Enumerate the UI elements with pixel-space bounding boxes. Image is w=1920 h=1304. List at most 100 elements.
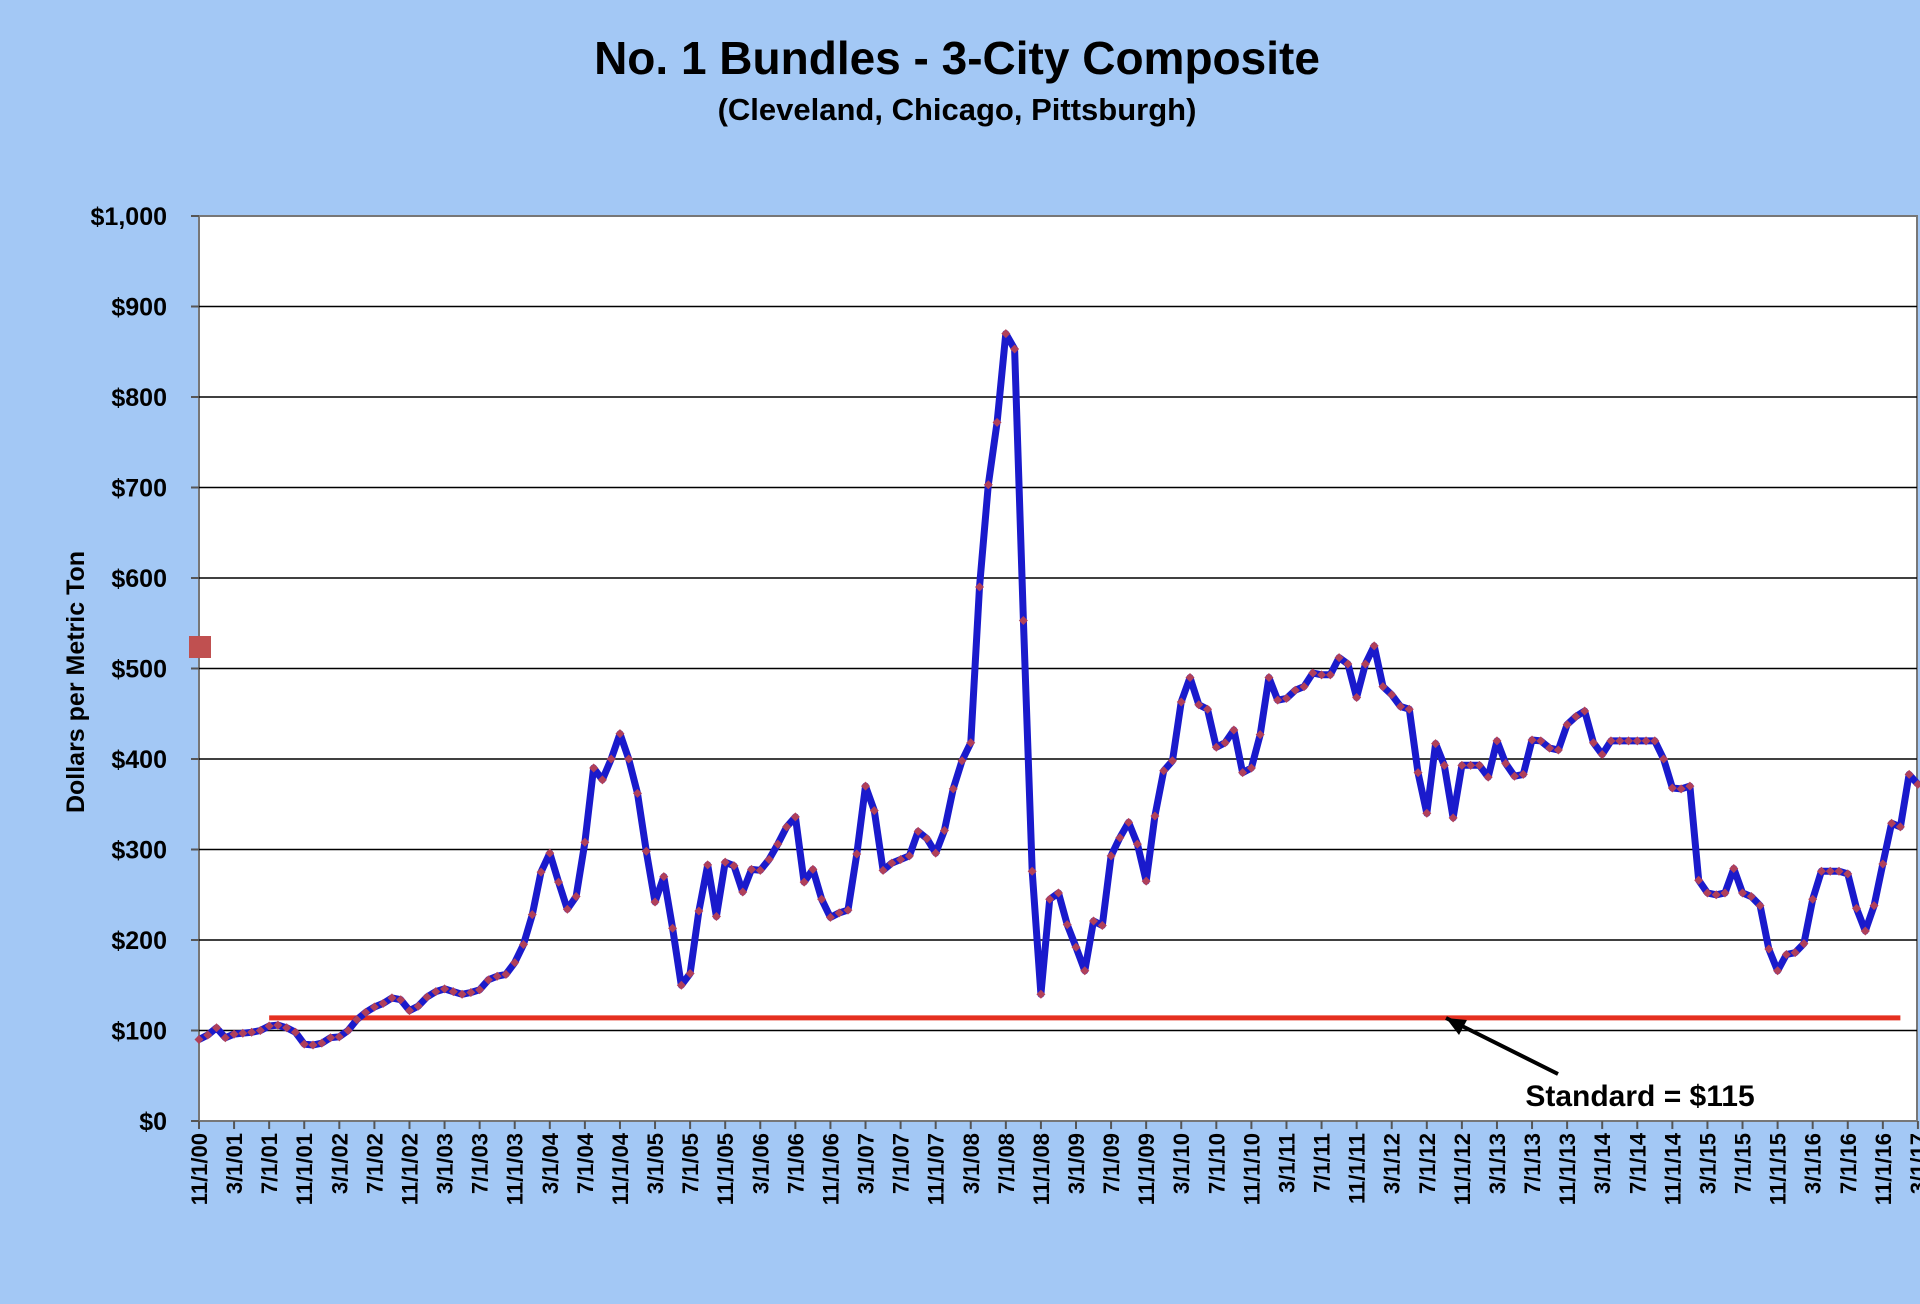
y-tick-label: $700 [111, 475, 167, 503]
data-point [1185, 673, 1195, 683]
data-point [1720, 888, 1730, 898]
data-point [1027, 866, 1037, 876]
data-point [1264, 673, 1274, 683]
data-point [799, 877, 809, 887]
x-tick-label: 3/1/04 [538, 1132, 563, 1194]
x-tick-label: 7/1/10 [1204, 1133, 1229, 1194]
x-tick-label: 11/1/16 [1871, 1133, 1896, 1205]
data-point [475, 985, 485, 995]
data-point [1685, 781, 1695, 791]
data-point [1562, 720, 1572, 730]
x-tick-label: 3/1/16 [1801, 1133, 1826, 1194]
data-point [624, 754, 634, 764]
data-point [992, 417, 1002, 427]
data-point [755, 865, 765, 875]
data-point [834, 908, 844, 918]
data-point [1860, 926, 1870, 936]
x-tick-label: 3/1/05 [643, 1133, 668, 1194]
data-point [1299, 682, 1309, 692]
data-point [1816, 866, 1826, 876]
data-point [782, 822, 792, 832]
y-tick-label: $200 [111, 927, 167, 955]
data-point [676, 980, 686, 990]
data-point [1036, 989, 1046, 999]
data-point [1395, 702, 1405, 712]
data-point [1308, 668, 1318, 678]
data-point [1869, 901, 1879, 911]
data-point [396, 995, 406, 1005]
x-tick-label: 11/1/07 [924, 1133, 949, 1205]
data-point [501, 969, 511, 979]
data-point [861, 781, 871, 791]
x-tick-label: 7/1/07 [889, 1133, 914, 1194]
data-point [1150, 811, 1160, 821]
x-tick-label: 11/1/04 [608, 1132, 633, 1205]
data-point [904, 851, 914, 861]
y-tick-label: $400 [111, 746, 167, 774]
data-point [703, 860, 713, 870]
data-point [1457, 760, 1467, 770]
x-tick-label: 7/1/09 [1099, 1133, 1124, 1194]
data-point [738, 887, 748, 897]
x-tick-label: 3/1/07 [854, 1133, 879, 1194]
x-tick-label: 11/1/13 [1555, 1133, 1580, 1205]
data-point [343, 1026, 353, 1035]
data-point [668, 923, 678, 933]
x-tick-label: 11/1/14 [1660, 1132, 1685, 1205]
data-point [1229, 725, 1239, 735]
data-point [1588, 738, 1598, 748]
y-tick-label: $100 [111, 1018, 167, 1046]
data-point [983, 480, 993, 490]
data-point [1369, 641, 1379, 651]
data-point [1659, 754, 1669, 764]
x-tick-label: 3/1/14 [1590, 1132, 1615, 1194]
x-tick-label: 3/1/10 [1169, 1133, 1194, 1194]
data-point [203, 1030, 213, 1040]
data-point [247, 1027, 257, 1037]
data-point [1422, 808, 1432, 818]
data-point [457, 989, 467, 999]
data-point [431, 987, 441, 997]
data-point [1580, 706, 1590, 716]
data-point [1781, 949, 1791, 959]
data-point [1238, 768, 1248, 778]
x-tick-label: 7/1/04 [573, 1132, 598, 1194]
data-point [1913, 779, 1920, 789]
data-point [1615, 736, 1625, 746]
data-point [922, 834, 932, 844]
x-tick-label: 11/1/08 [1029, 1133, 1054, 1205]
data-point [764, 854, 774, 864]
data-point [1597, 749, 1607, 759]
x-tick-label: 3/1/15 [1695, 1133, 1720, 1194]
data-point [1887, 818, 1897, 828]
data-point [1159, 766, 1169, 776]
data-point [1062, 920, 1072, 930]
data-point [1667, 783, 1677, 793]
data-point [440, 984, 450, 994]
data-point [1852, 903, 1862, 913]
data-point [1045, 894, 1055, 904]
x-tick-label: 3/1/13 [1485, 1133, 1510, 1194]
data-point [913, 826, 923, 836]
x-tick-label: 7/1/13 [1520, 1133, 1545, 1194]
x-tick-label: 11/1/00 [187, 1133, 212, 1205]
x-tick-label: 7/1/05 [678, 1133, 703, 1194]
data-point [878, 865, 888, 875]
data-point [975, 582, 985, 592]
data-point [1492, 736, 1502, 746]
data-point [1632, 736, 1642, 746]
data-point [282, 1023, 292, 1033]
data-point [1553, 745, 1563, 755]
data-point [448, 987, 458, 997]
data-point [1624, 736, 1634, 746]
data-point [255, 1026, 265, 1035]
x-tick-label: 11/1/01 [292, 1133, 317, 1205]
data-point [1334, 653, 1344, 663]
chart-title: No. 1 Bundles - 3-City Composite [594, 32, 1320, 84]
data-point [852, 849, 862, 859]
data-point [518, 940, 528, 950]
data-point [1518, 769, 1528, 779]
annotation-standard: Standard = $115 [1525, 1080, 1754, 1113]
data-point [1281, 693, 1291, 703]
data-point [1097, 921, 1107, 931]
